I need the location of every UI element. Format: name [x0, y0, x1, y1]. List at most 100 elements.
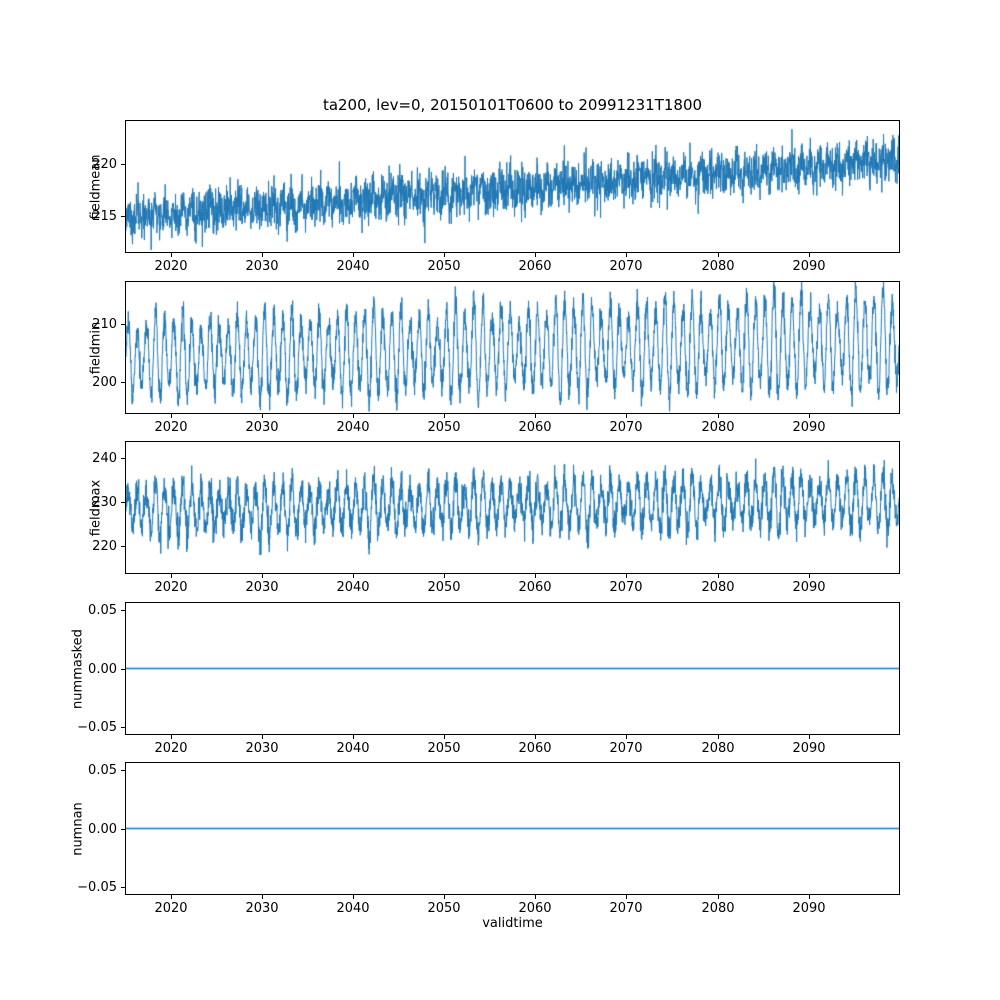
x-tick-label: 2020	[154, 901, 188, 916]
y-tick-label: 220	[92, 539, 117, 554]
x-tick-mark	[535, 574, 536, 578]
y-tick-mark	[121, 770, 125, 771]
y-tick-label: 0.05	[88, 603, 117, 618]
x-tick-label: 2060	[518, 259, 552, 274]
x-tick-mark	[535, 414, 536, 418]
x-tick-mark	[353, 414, 354, 418]
x-tick-label: 2040	[336, 420, 370, 435]
y-tick-label: 0.00	[88, 662, 117, 677]
x-tick-label: 2060	[518, 580, 552, 595]
ylabel-fieldmax: fieldmax	[88, 479, 103, 536]
x-tick-mark	[353, 895, 354, 899]
ylabel-numnan: numnan	[70, 801, 85, 856]
x-tick-mark	[353, 735, 354, 739]
x-tick-label: 2040	[336, 259, 370, 274]
x-tick-mark	[262, 895, 263, 899]
x-tick-label: 2030	[245, 259, 279, 274]
x-tick-label: 2070	[609, 901, 643, 916]
x-tick-label: 2050	[427, 420, 461, 435]
x-tick-label: 2080	[701, 259, 735, 274]
y-tick-label: 200	[92, 375, 117, 390]
x-tick-label: 2030	[245, 420, 279, 435]
x-tick-label: 2090	[792, 420, 826, 435]
y-tick-mark	[121, 164, 125, 165]
x-tick-label: 2040	[336, 741, 370, 756]
x-tick-mark	[353, 574, 354, 578]
x-tick-label: 2080	[701, 741, 735, 756]
x-tick-mark	[444, 574, 445, 578]
x-tick-label: 2020	[154, 420, 188, 435]
x-tick-mark	[809, 414, 810, 418]
x-axis-label: validtime	[482, 916, 543, 931]
x-tick-label: 2020	[154, 259, 188, 274]
x-tick-label: 2090	[792, 901, 826, 916]
x-tick-label: 2070	[609, 259, 643, 274]
x-tick-label: 2050	[427, 580, 461, 595]
x-tick-mark	[809, 895, 810, 899]
x-tick-label: 2040	[336, 901, 370, 916]
x-tick-mark	[262, 414, 263, 418]
y-tick-mark	[121, 382, 125, 383]
x-tick-label: 2050	[427, 259, 461, 274]
x-tick-label: 2060	[518, 901, 552, 916]
x-tick-label: 2030	[245, 741, 279, 756]
x-tick-mark	[444, 414, 445, 418]
y-tick-label: 240	[92, 451, 117, 466]
x-tick-mark	[444, 253, 445, 257]
subplot-nummasked	[125, 602, 900, 735]
x-tick-mark	[718, 895, 719, 899]
x-tick-mark	[171, 895, 172, 899]
x-tick-label: 2080	[701, 901, 735, 916]
x-tick-label: 2030	[245, 580, 279, 595]
x-tick-mark	[809, 574, 810, 578]
ylabel-fieldmean: fieldmean	[88, 154, 103, 219]
x-tick-mark	[809, 253, 810, 257]
x-tick-mark	[718, 253, 719, 257]
x-tick-mark	[718, 574, 719, 578]
plot-canvas-numnan	[126, 763, 899, 894]
x-tick-mark	[171, 253, 172, 257]
y-tick-mark	[121, 727, 125, 728]
subplot-fieldmax	[125, 441, 900, 574]
x-tick-label: 2040	[336, 580, 370, 595]
ylabel-fieldmin: fieldmin	[88, 321, 103, 374]
plot-canvas-fieldmin	[126, 282, 899, 413]
x-tick-label: 2030	[245, 901, 279, 916]
x-tick-mark	[809, 735, 810, 739]
x-tick-mark	[535, 735, 536, 739]
y-tick-mark	[121, 502, 125, 503]
y-tick-mark	[121, 829, 125, 830]
subplot-fieldmin	[125, 281, 900, 414]
x-tick-label: 2090	[792, 580, 826, 595]
plot-canvas-nummasked	[126, 603, 899, 734]
x-tick-mark	[535, 253, 536, 257]
plot-canvas-fieldmax	[126, 442, 899, 573]
x-tick-label: 2050	[427, 901, 461, 916]
plot-canvas-fieldmean	[126, 121, 899, 252]
y-tick-label: 0.00	[88, 822, 117, 837]
y-tick-label: 210	[92, 317, 117, 332]
x-tick-label: 2020	[154, 580, 188, 595]
x-tick-mark	[626, 895, 627, 899]
y-tick-mark	[121, 610, 125, 611]
x-tick-mark	[626, 574, 627, 578]
x-tick-mark	[262, 574, 263, 578]
y-tick-label: 0.05	[88, 763, 117, 778]
x-tick-label: 2060	[518, 420, 552, 435]
x-tick-mark	[535, 895, 536, 899]
x-tick-mark	[626, 414, 627, 418]
subplot-numnan	[125, 762, 900, 895]
x-tick-label: 2090	[792, 741, 826, 756]
x-tick-mark	[444, 735, 445, 739]
x-tick-label: 2070	[609, 580, 643, 595]
x-tick-mark	[718, 735, 719, 739]
subplot-fieldmean	[125, 120, 900, 253]
x-tick-mark	[626, 735, 627, 739]
y-tick-label: −0.05	[77, 880, 117, 895]
y-tick-mark	[121, 216, 125, 217]
x-tick-mark	[171, 414, 172, 418]
ylabel-nummasked: nummasked	[70, 628, 85, 709]
y-tick-mark	[121, 669, 125, 670]
x-tick-label: 2060	[518, 741, 552, 756]
y-tick-mark	[121, 887, 125, 888]
